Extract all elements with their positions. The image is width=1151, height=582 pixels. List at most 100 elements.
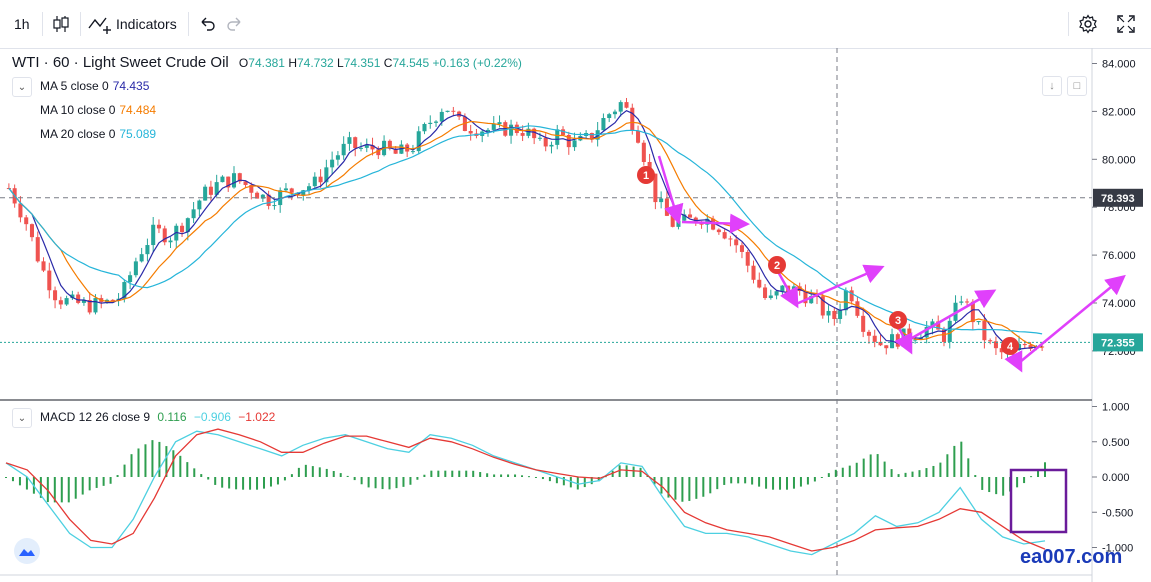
candle-body <box>878 341 883 346</box>
interval-button[interactable]: 1h <box>14 10 30 38</box>
macd-histogram-bar <box>799 477 802 487</box>
macd-histogram-bar <box>74 477 77 499</box>
candle-body <box>641 142 646 162</box>
candle-body <box>970 301 975 323</box>
chart-canvas[interactable]: 84.00082.00080.00078.00076.00074.00072.0… <box>0 48 1151 582</box>
candle-body <box>151 224 156 246</box>
macd-histogram-bar <box>151 440 154 477</box>
redo-button[interactable] <box>226 10 244 38</box>
macd-histogram-bar <box>1030 476 1033 478</box>
candle-body <box>924 326 929 338</box>
macd-histogram-bar <box>758 477 761 487</box>
candle-body <box>965 301 970 303</box>
macd-histogram-bar <box>137 448 140 477</box>
main-price-pane <box>0 97 1092 360</box>
macd-histogram-bar <box>109 477 112 484</box>
macd-histogram-bar <box>967 458 970 477</box>
macd-histogram-bar <box>123 464 126 477</box>
candle-body <box>820 296 825 316</box>
candle-body <box>214 182 219 195</box>
tradingview-logo <box>14 538 40 564</box>
candle-body <box>768 295 773 299</box>
candle-body <box>930 321 935 327</box>
candle-body <box>988 340 993 342</box>
macd-histogram-bar <box>806 477 809 485</box>
macd-histogram-bar <box>130 454 133 477</box>
candle-body <box>139 254 144 262</box>
macd-histogram-bar <box>521 475 524 477</box>
indicators-button[interactable]: Indicators <box>88 10 177 38</box>
toolbar-divider <box>188 12 189 36</box>
trend-arrow <box>911 289 997 340</box>
macd-histogram-bar <box>939 462 942 477</box>
collapse-macd-legend-button[interactable]: ⌄ <box>12 408 32 428</box>
candle-body <box>376 149 381 156</box>
candle-body <box>191 209 196 219</box>
redo-icon <box>227 17 241 31</box>
chart-style-button[interactable] <box>52 10 72 38</box>
macd-histogram-bar <box>632 466 635 477</box>
macd-histogram-bar <box>702 477 705 497</box>
macd-histogram-bar <box>925 468 928 477</box>
macd-histogram-bar <box>318 467 321 477</box>
candle-body <box>664 198 669 216</box>
candle-body <box>249 184 254 193</box>
collapse-legend-button[interactable]: ⌄ <box>12 77 32 97</box>
macd-histogram-bar <box>339 473 342 477</box>
trend-arrow <box>681 213 750 234</box>
candle-body <box>1028 345 1033 349</box>
settings-button[interactable] <box>1078 10 1098 38</box>
macd-histogram-bar <box>709 477 712 494</box>
macd-pane <box>5 428 1046 556</box>
candle-body <box>861 315 866 332</box>
macd-histogram-bar <box>381 477 384 490</box>
marker-circle-1 <box>637 166 655 184</box>
marker-circle-2 <box>768 256 786 274</box>
macd-histogram-bar <box>597 477 600 482</box>
macd-histogram-bar <box>981 477 984 490</box>
candle-body <box>76 294 81 303</box>
candle-body <box>497 122 502 124</box>
interval-label: 1h <box>14 16 30 32</box>
candle-body <box>266 194 271 206</box>
undo-button[interactable] <box>198 10 216 38</box>
macd-histogram-bar <box>723 477 726 485</box>
macd-histogram-bar <box>367 477 370 488</box>
candles-icon <box>53 16 69 32</box>
macd-hist-value: 0.116 <box>157 410 187 424</box>
maximize-pane-button[interactable]: □ <box>1067 76 1087 96</box>
macd-histogram-bar <box>200 474 203 477</box>
candle-body <box>81 299 86 303</box>
top-toolbar: 1h Indicators <box>0 0 1151 49</box>
fullscreen-button[interactable] <box>1116 10 1136 38</box>
macd-histogram-bar <box>416 477 419 480</box>
macd-histogram-bar <box>688 477 691 501</box>
macd-histogram-bar <box>221 477 224 488</box>
macd-histogram-bar <box>172 450 175 477</box>
square-icon: □ <box>1073 80 1081 92</box>
macd-histogram-bar <box>555 477 558 484</box>
move-pane-down-button[interactable]: ↓ <box>1042 76 1062 96</box>
macd-histogram-bar <box>862 458 865 477</box>
ohlc-values: O74.381 H74.732 L74.351 C74.545 +0.163 (… <box>238 56 522 70</box>
candle-body <box>601 118 606 131</box>
macd-histogram-bar <box>785 477 788 490</box>
toolbar-divider <box>1068 12 1069 36</box>
macd-axis[interactable]: 1.000 0.500 0.000 -0.500 -1.000 <box>1092 402 1133 555</box>
macd-histogram-bar <box>207 477 210 480</box>
candle-body <box>272 205 277 207</box>
macd-histogram-bar <box>249 477 252 490</box>
candle-body <box>774 291 779 296</box>
macd-histogram-bar <box>5 477 7 478</box>
macd-histogram-bar <box>639 467 642 477</box>
candle-body <box>197 200 202 210</box>
macd-histogram-bar <box>388 477 391 490</box>
macd-label: MACD 12 26 close 9 <box>40 410 151 424</box>
candle-body <box>624 102 629 108</box>
ma-line-20 <box>8 125 1043 335</box>
candle-body <box>682 214 687 221</box>
price-axis[interactable]: 84.00082.00080.00078.00076.00074.00072.0… <box>1092 59 1143 358</box>
macd-histogram-bar <box>465 470 468 477</box>
candle-body <box>999 348 1004 353</box>
macd-histogram-bar <box>53 477 56 503</box>
